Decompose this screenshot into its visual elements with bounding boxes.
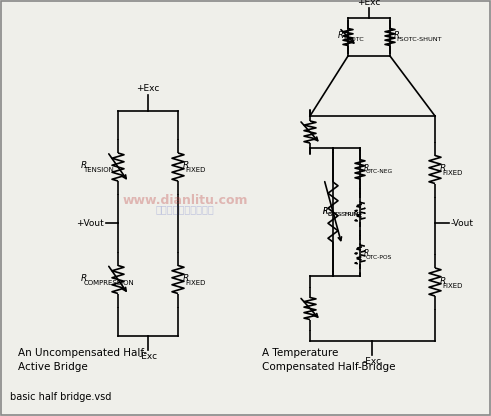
Text: $R$: $R$ [323,205,329,215]
Text: $R$: $R$ [323,205,329,215]
Text: $R$: $R$ [337,30,344,40]
Text: -Exc: -Exc [363,357,382,366]
Text: OTC-POS: OTC-POS [366,255,392,260]
Text: A Temperature
Compensated Half-Bridge: A Temperature Compensated Half-Bridge [262,348,395,372]
Text: +Exc: +Exc [136,84,160,93]
Text: 杭州迪霸科技有限公司: 杭州迪霸科技有限公司 [156,204,215,214]
Text: +Vout: +Vout [76,218,104,228]
Text: www.dianlitu.com: www.dianlitu.com [122,195,248,208]
Text: FSOTC: FSOTC [343,37,364,42]
Text: +Exc: +Exc [357,0,381,7]
Text: FIXED: FIXED [442,170,463,176]
Text: $R$: $R$ [393,30,400,40]
Text: $R$: $R$ [439,275,446,285]
Text: TENSION: TENSION [83,168,114,173]
Text: FIXED: FIXED [442,282,463,289]
Text: FIXED: FIXED [186,280,206,286]
Text: $R$: $R$ [80,159,87,171]
Text: $R$: $R$ [363,247,370,258]
Text: basic half bridge.vsd: basic half bridge.vsd [10,392,111,402]
Text: $R$: $R$ [439,162,446,173]
Text: OTC-SHUNT: OTC-SHUNT [328,212,363,217]
Text: $R$: $R$ [363,162,370,173]
Text: FSOTC-SHUNT: FSOTC-SHUNT [396,37,441,42]
Text: -Exc: -Exc [138,352,158,361]
Text: -Vout: -Vout [451,218,474,228]
Text: BIAS TRIM: BIAS TRIM [328,212,358,217]
Text: $R$: $R$ [80,272,87,283]
Text: COMPRESSION: COMPRESSION [83,280,134,286]
Text: OTC-NEG: OTC-NEG [366,169,393,174]
Text: An Uncompensated Half-
Active Bridge: An Uncompensated Half- Active Bridge [18,348,147,372]
Text: FIXED: FIXED [186,168,206,173]
Text: $R$: $R$ [182,159,190,171]
Text: $R$: $R$ [182,272,190,283]
